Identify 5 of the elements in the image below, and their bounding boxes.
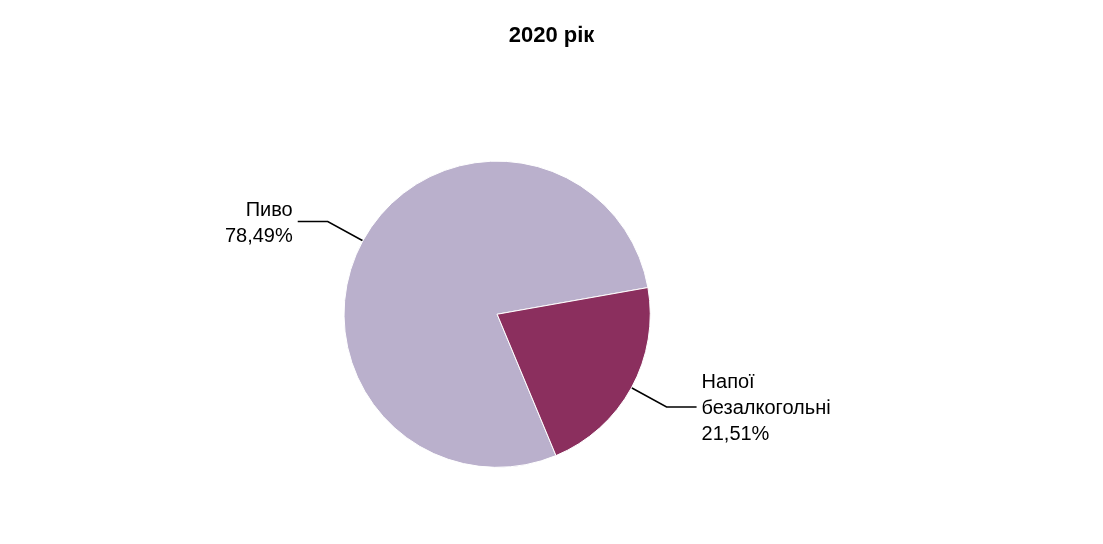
slice-label: Напої безалкогольні [701,369,831,418]
data-label: 21,51% [701,421,770,444]
data-label: 78,49% [224,223,293,246]
slice-label: Пиво [245,197,293,220]
chart-title: 2020 рік [508,21,596,47]
